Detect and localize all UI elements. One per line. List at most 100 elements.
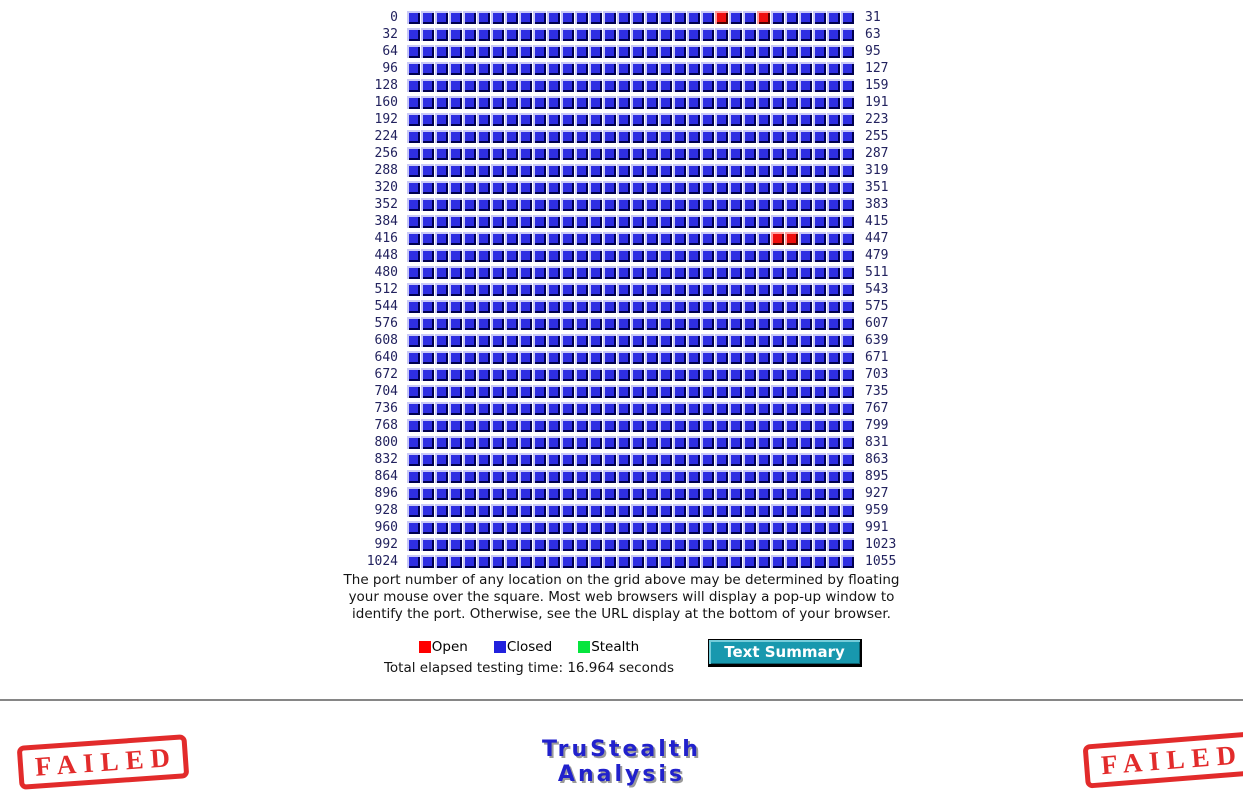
port-square-443[interactable] bbox=[785, 232, 798, 245]
port-square-330[interactable] bbox=[547, 181, 560, 194]
port-square-149[interactable] bbox=[701, 79, 714, 92]
port-square-277[interactable] bbox=[701, 147, 714, 160]
port-square-784[interactable] bbox=[631, 419, 644, 432]
port-square-126[interactable] bbox=[827, 62, 840, 75]
port-square-414[interactable] bbox=[827, 215, 840, 228]
port-square-202[interactable] bbox=[547, 113, 560, 126]
port-square-992[interactable] bbox=[407, 538, 420, 551]
port-square-98[interactable] bbox=[435, 62, 448, 75]
port-square-660[interactable] bbox=[687, 351, 700, 364]
port-square-734[interactable] bbox=[827, 385, 840, 398]
port-square-845[interactable] bbox=[589, 453, 602, 466]
port-square-657[interactable] bbox=[645, 351, 658, 364]
port-square-908[interactable] bbox=[575, 487, 588, 500]
port-square-754[interactable] bbox=[659, 402, 672, 415]
port-square-23[interactable] bbox=[729, 11, 742, 24]
port-square-488[interactable] bbox=[519, 266, 532, 279]
port-square-926[interactable] bbox=[827, 487, 840, 500]
port-square-988[interactable] bbox=[799, 521, 812, 534]
port-square-394[interactable] bbox=[547, 215, 560, 228]
port-square-1020[interactable] bbox=[799, 538, 812, 551]
port-square-49[interactable] bbox=[645, 28, 658, 41]
port-square-450[interactable] bbox=[435, 249, 448, 262]
port-square-753[interactable] bbox=[645, 402, 658, 415]
port-square-67[interactable] bbox=[449, 45, 462, 58]
port-square-146[interactable] bbox=[659, 79, 672, 92]
port-square-389[interactable] bbox=[477, 215, 490, 228]
port-square-877[interactable] bbox=[589, 470, 602, 483]
port-square-349[interactable] bbox=[813, 181, 826, 194]
port-square-716[interactable] bbox=[575, 385, 588, 398]
port-square-472[interactable] bbox=[743, 249, 756, 262]
port-square-1010[interactable] bbox=[659, 538, 672, 551]
port-square-155[interactable] bbox=[785, 79, 798, 92]
port-square-182[interactable] bbox=[715, 96, 728, 109]
port-square-980[interactable] bbox=[687, 521, 700, 534]
port-square-871[interactable] bbox=[505, 470, 518, 483]
port-square-300[interactable] bbox=[575, 164, 588, 177]
port-square-378[interactable] bbox=[771, 198, 784, 211]
port-square-885[interactable] bbox=[701, 470, 714, 483]
port-square-539[interactable] bbox=[785, 283, 798, 296]
port-square-165[interactable] bbox=[477, 96, 490, 109]
port-square-490[interactable] bbox=[547, 266, 560, 279]
port-square-166[interactable] bbox=[491, 96, 504, 109]
port-square-927[interactable] bbox=[841, 487, 854, 500]
port-square-703[interactable] bbox=[841, 368, 854, 381]
port-square-289[interactable] bbox=[421, 164, 434, 177]
port-square-537[interactable] bbox=[757, 283, 770, 296]
port-square-1016[interactable] bbox=[743, 538, 756, 551]
port-square-83[interactable] bbox=[673, 45, 686, 58]
port-square-942[interactable] bbox=[603, 504, 616, 517]
port-square-764[interactable] bbox=[799, 402, 812, 415]
port-square-499[interactable] bbox=[673, 266, 686, 279]
port-square-881[interactable] bbox=[645, 470, 658, 483]
port-square-371[interactable] bbox=[673, 198, 686, 211]
port-square-250[interactable] bbox=[771, 130, 784, 143]
port-square-790[interactable] bbox=[715, 419, 728, 432]
port-square-890[interactable] bbox=[771, 470, 784, 483]
port-square-240[interactable] bbox=[631, 130, 644, 143]
port-square-597[interactable] bbox=[701, 317, 714, 330]
port-square-575[interactable] bbox=[841, 300, 854, 313]
port-square-80[interactable] bbox=[631, 45, 644, 58]
port-square-697[interactable] bbox=[757, 368, 770, 381]
port-square-838[interactable] bbox=[491, 453, 504, 466]
port-square-260[interactable] bbox=[463, 147, 476, 160]
port-square-435[interactable] bbox=[673, 232, 686, 245]
port-square-987[interactable] bbox=[785, 521, 798, 534]
port-square-503[interactable] bbox=[729, 266, 742, 279]
port-square-459[interactable] bbox=[561, 249, 574, 262]
port-square-695[interactable] bbox=[729, 368, 742, 381]
port-square-373[interactable] bbox=[701, 198, 714, 211]
port-square-311[interactable] bbox=[729, 164, 742, 177]
port-square-326[interactable] bbox=[491, 181, 504, 194]
port-square-78[interactable] bbox=[603, 45, 616, 58]
port-square-217[interactable] bbox=[757, 113, 770, 126]
port-square-567[interactable] bbox=[729, 300, 742, 313]
port-square-337[interactable] bbox=[645, 181, 658, 194]
port-square-75[interactable] bbox=[561, 45, 574, 58]
port-square-817[interactable] bbox=[645, 436, 658, 449]
port-square-629[interactable] bbox=[701, 334, 714, 347]
port-square-541[interactable] bbox=[813, 283, 826, 296]
port-square-121[interactable] bbox=[757, 62, 770, 75]
port-square-228[interactable] bbox=[463, 130, 476, 143]
port-square-761[interactable] bbox=[757, 402, 770, 415]
port-square-610[interactable] bbox=[435, 334, 448, 347]
port-square-870[interactable] bbox=[491, 470, 504, 483]
port-square-722[interactable] bbox=[659, 385, 672, 398]
port-square-609[interactable] bbox=[421, 334, 434, 347]
port-square-471[interactable] bbox=[729, 249, 742, 262]
port-square-882[interactable] bbox=[659, 470, 672, 483]
port-square-18[interactable] bbox=[659, 11, 672, 24]
port-square-865[interactable] bbox=[421, 470, 434, 483]
port-square-898[interactable] bbox=[435, 487, 448, 500]
port-square-283[interactable] bbox=[785, 147, 798, 160]
port-square-1049[interactable] bbox=[757, 555, 770, 568]
port-square-689[interactable] bbox=[645, 368, 658, 381]
port-square-191[interactable] bbox=[841, 96, 854, 109]
port-square-534[interactable] bbox=[715, 283, 728, 296]
port-square-652[interactable] bbox=[575, 351, 588, 364]
port-square-975[interactable] bbox=[617, 521, 630, 534]
